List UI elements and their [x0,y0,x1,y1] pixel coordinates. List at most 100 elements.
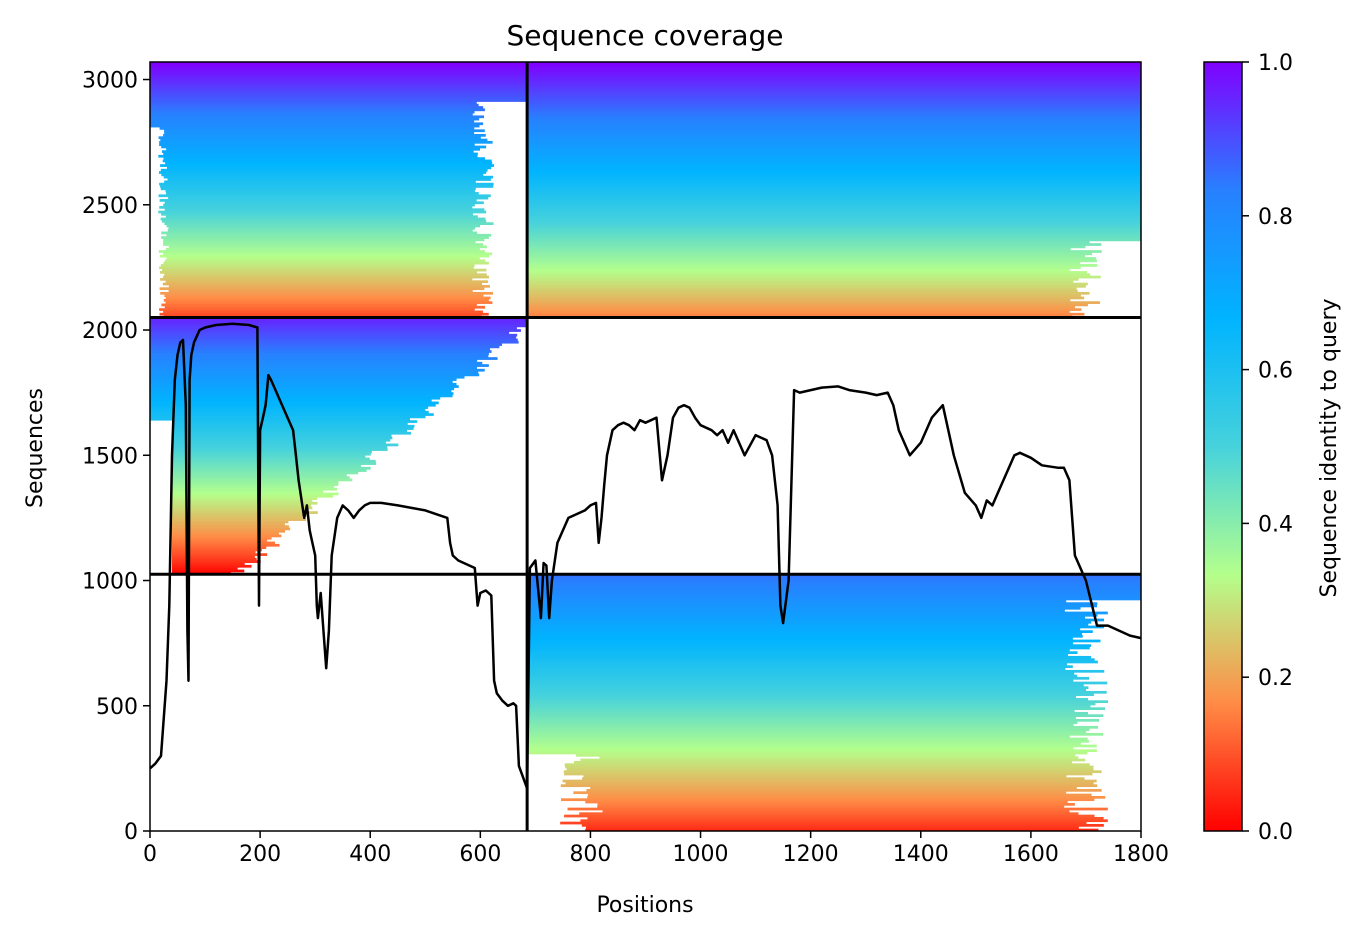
coverage-row [158,136,481,140]
coverage-row [161,150,474,153]
colorbar-frame [1203,61,1243,832]
coverage-row [527,254,1086,258]
coverage-row [527,78,1141,81]
coverage-row [150,89,528,93]
coverage-row [527,658,1095,662]
coverage-row [166,192,479,195]
coverage-row [172,434,392,437]
coverage-row [166,224,480,228]
coverage-row [527,644,1092,648]
coverage-row [172,504,312,507]
coverage-row [527,233,1141,237]
coverage-row [564,814,1095,818]
coverage-row [162,159,492,163]
coverage-row [150,85,528,88]
coverage-row [150,319,527,323]
coverage-row [172,508,304,512]
coverage-row [527,606,1081,610]
coverage-row [161,173,484,177]
coverage-row [172,522,285,526]
y-axis-ticks: 0 500 1000 1500 2000 2500 3000 [82,69,150,845]
coverage-row [150,78,528,81]
coverage-row [163,243,484,246]
y-tick-label: 0 [124,820,138,845]
y-tick-label: 500 [96,695,138,720]
coverage-row [527,75,1141,79]
coverage-row [172,497,318,500]
coverage-row [159,206,473,209]
coverage-row [150,99,528,102]
y-tick-label: 1500 [82,444,138,469]
coverage-row [527,669,1105,673]
coverage-row [150,345,500,349]
coverage-row [172,550,256,554]
coverage-row [527,646,1090,650]
coverage-row [527,732,1104,736]
coverage-row [172,459,376,463]
coverage-row [527,284,1086,288]
coverage-row [527,611,1108,615]
coverage-row [527,294,1081,297]
coverage-row [527,99,1141,102]
coverage-row [527,278,1079,281]
coverage-row [527,296,1085,300]
coverage-row [527,749,1097,753]
coverage-row [560,784,1098,788]
coverage-row [527,714,1104,718]
coverage-row [161,303,477,307]
coverage-row [159,287,485,291]
coverage-row [527,578,1141,582]
coverage-row [167,229,473,232]
coverage-row [527,303,1088,307]
coverage-row [527,613,1098,617]
coverage-row [527,308,1082,311]
coverage-row [172,527,291,531]
coverage-row [573,760,1072,764]
coverage-row [527,108,1141,112]
coverage-row [527,291,1090,295]
coverage-row [165,296,491,300]
coverage-row [527,129,1141,133]
coverage-row [164,294,484,297]
coverage-row [150,343,503,346]
coverage-row [150,361,483,365]
coverage-row [172,464,361,468]
coverage-row [150,62,528,65]
coverage-row [527,210,1141,214]
coverage-row [164,131,475,135]
coverage-row [158,194,491,198]
coverage-row [164,222,494,225]
coverage-row [527,180,1141,184]
coverage-row [527,592,1141,596]
coverage-row [159,140,493,144]
coverage-row [150,324,527,328]
coverage-row [172,445,388,449]
coverage-row [168,226,476,230]
coverage-row [527,257,1096,260]
colorbar-tick-label: 1.0 [1258,51,1293,76]
coverage-row [172,485,335,489]
coverage-row [580,758,1086,762]
coverage-row [159,312,489,316]
coverage-row [527,152,1141,156]
coverage-row [527,690,1107,694]
coverage-row [564,763,1090,767]
coverage-row [527,199,1141,202]
coverage-row [160,217,486,221]
coverage-row [527,259,1097,263]
coverage-row [164,305,486,309]
coverage-row [527,113,1141,116]
y-tick-label: 2500 [82,194,138,219]
coverage-row [527,697,1089,701]
coverage-row [150,392,454,395]
coverage-row [172,490,324,493]
coverage-row [527,268,1070,272]
coverage-row [527,590,1141,594]
coverage-row [166,257,480,260]
coverage-row [150,103,479,107]
x-tick-label: 0 [143,842,157,867]
coverage-row [587,816,1104,820]
coverage-row [159,271,478,274]
coverage-row [150,115,485,119]
